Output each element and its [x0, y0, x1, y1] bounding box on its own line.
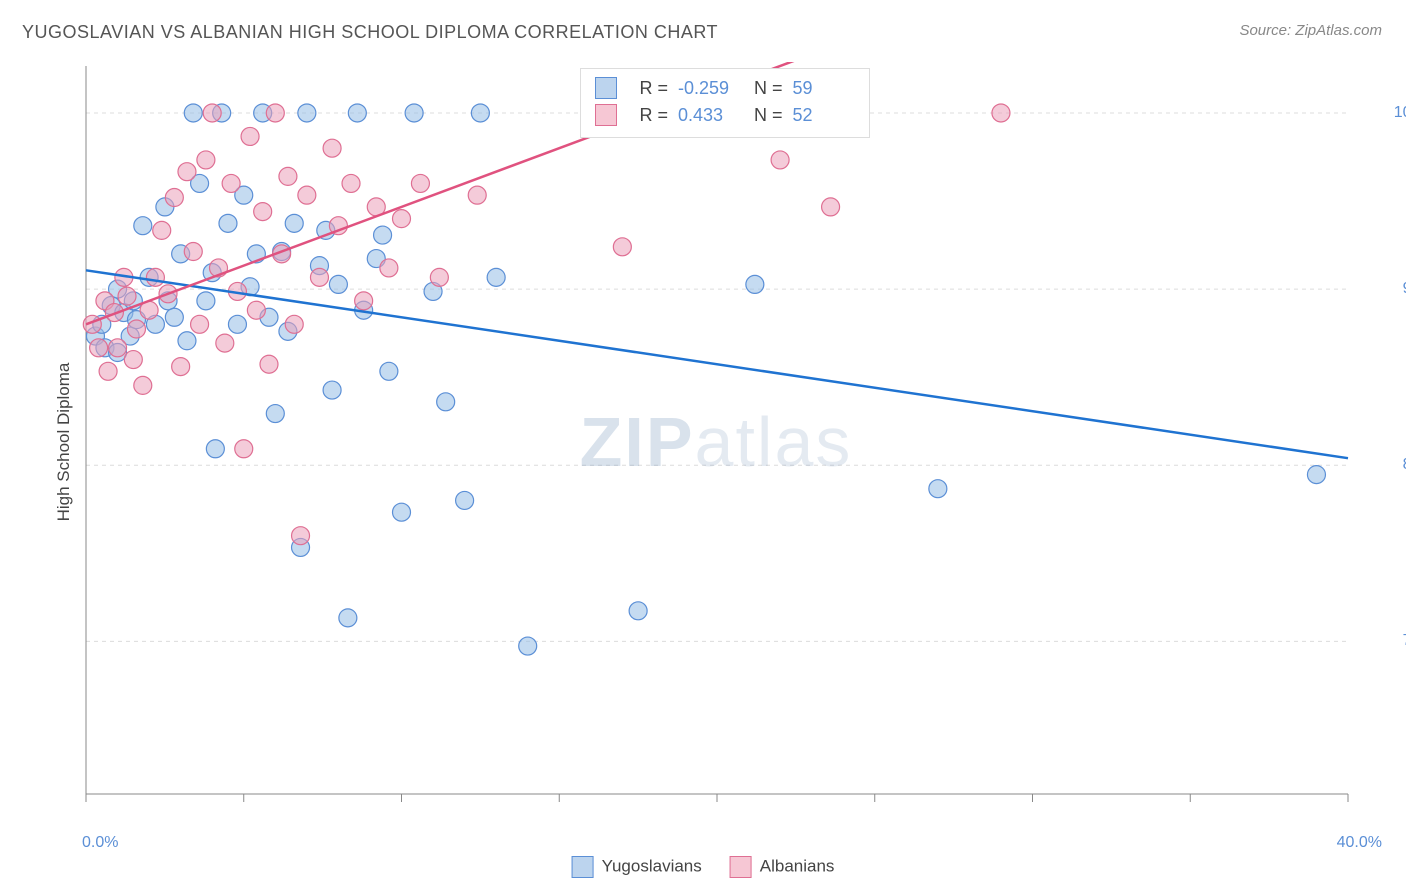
n-value: 59 — [793, 75, 855, 102]
r-label: R = — [639, 75, 668, 102]
r-label: R = — [639, 102, 668, 129]
scatter-svg — [82, 62, 1352, 822]
legend-swatch — [595, 77, 617, 99]
r-value: -0.259 — [678, 75, 740, 102]
correlation-legend: R = -0.259 N = 59 R = 0.433 N = 52 — [580, 68, 869, 138]
legend-swatch — [595, 104, 617, 126]
n-value: 52 — [793, 102, 855, 129]
legend-label: Albanians — [760, 856, 835, 875]
legend-item: Yugoslavians — [572, 856, 702, 878]
series-legend: Yugoslavians Albanians — [572, 856, 835, 878]
legend-row: R = 0.433 N = 52 — [595, 102, 854, 129]
legend-label: Yugoslavians — [602, 856, 702, 875]
n-label: N = — [754, 75, 783, 102]
legend-swatch — [730, 856, 752, 878]
legend-item: Albanians — [730, 856, 835, 878]
x-tick-start: 0.0% — [82, 834, 118, 852]
y-axis-label: High School Diploma — [54, 363, 74, 522]
legend-swatch — [572, 856, 594, 878]
y-tick-label: 85.0% — [1403, 456, 1406, 474]
r-value: 0.433 — [678, 102, 740, 129]
y-tick-label: 92.5% — [1403, 280, 1406, 298]
n-label: N = — [754, 102, 783, 129]
chart-title: YUGOSLAVIAN VS ALBANIAN HIGH SCHOOL DIPL… — [22, 22, 718, 43]
legend-row: R = -0.259 N = 59 — [595, 75, 854, 102]
plot-area: High School Diploma 77.5%85.0%92.5%100.0… — [48, 62, 1384, 822]
x-tick-end: 40.0% — [1337, 834, 1382, 852]
source-label: Source: ZipAtlas.com — [1239, 22, 1382, 39]
y-tick-label: 100.0% — [1394, 104, 1406, 122]
y-tick-label: 77.5% — [1403, 632, 1406, 650]
